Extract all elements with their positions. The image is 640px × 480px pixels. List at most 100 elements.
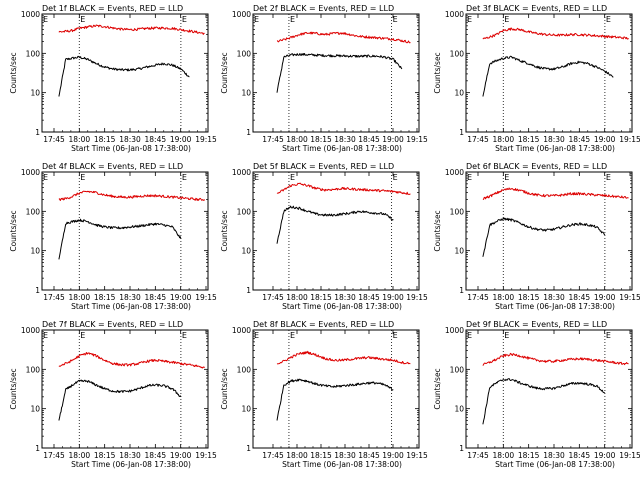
x-tick-label: 18:45 — [569, 451, 591, 460]
y-tick-label: 100 — [450, 207, 465, 216]
x-axis-label: Start Time (06-Jan-08 17:38:00) — [495, 460, 615, 469]
x-tick-label: 19:00 — [382, 135, 404, 144]
event-marker-label: E — [393, 173, 398, 182]
series-events-line — [482, 378, 606, 425]
y-tick-label: 100 — [450, 365, 465, 374]
x-tick-label: 19:15 — [406, 451, 428, 460]
x-tick-label: 18:15 — [310, 135, 332, 144]
x-tick-label: 17:45 — [43, 451, 65, 460]
plot-frame — [465, 329, 633, 449]
y-tick-label: 1000 — [232, 10, 251, 19]
series-lld-line — [58, 352, 205, 369]
y-tick-label: 1000 — [232, 168, 251, 177]
x-tick-label: 17:45 — [43, 135, 65, 144]
x-tick-label: 18:30 — [119, 135, 141, 144]
x-tick-label: 18:15 — [310, 293, 332, 302]
x-tick-label: 18:15 — [310, 451, 332, 460]
y-tick-label: 100 — [237, 365, 252, 374]
x-tick-label: 18:45 — [145, 135, 167, 144]
y-axis-label: Counts/sec — [220, 368, 229, 409]
series-lld-line — [276, 31, 411, 44]
x-axis-label: Start Time (06-Jan-08 17:38:00) — [495, 302, 615, 311]
x-tick-label: 19:00 — [170, 135, 192, 144]
plot-frame — [41, 329, 209, 449]
plot-frame — [465, 13, 633, 133]
panel-title: Det 6f BLACK = Events, RED = LLD — [466, 162, 607, 171]
series-lld-line — [482, 27, 629, 40]
y-axis-label: Counts/sec — [433, 368, 442, 409]
x-axis-label: Start Time (06-Jan-08 17:38:00) — [71, 144, 191, 153]
x-tick-label: 19:15 — [406, 135, 428, 144]
x-tick-label: 18:30 — [543, 451, 565, 460]
event-marker-label: E — [606, 173, 611, 182]
panel-title: Det 5f BLACK = Events, RED = LLD — [253, 162, 394, 171]
event-marker-label: E — [467, 331, 472, 340]
panel-title: Det 1f BLACK = Events, RED = LLD — [42, 4, 183, 13]
series-events-line — [482, 217, 606, 257]
event-marker-label: E — [80, 15, 85, 24]
plot-frame — [252, 329, 420, 449]
event-marker-label: E — [254, 331, 259, 340]
x-tick-label: 19:00 — [170, 451, 192, 460]
x-tick-label: 17:45 — [467, 135, 489, 144]
x-axis-label: Start Time (06-Jan-08 17:38:00) — [282, 302, 402, 311]
x-tick-label: 17:45 — [43, 293, 65, 302]
x-tick-label: 18:00 — [286, 293, 308, 302]
x-tick-label: 18:00 — [493, 451, 515, 460]
x-tick-label: 19:15 — [619, 135, 640, 144]
event-marker-label: E — [182, 331, 187, 340]
x-tick-label: 18:00 — [69, 135, 91, 144]
y-tick-label: 100 — [237, 49, 252, 58]
x-tick-label: 18:45 — [358, 293, 380, 302]
y-tick-label: 1000 — [232, 326, 251, 335]
panel-title: Det 7f BLACK = Events, RED = LLD — [42, 320, 183, 329]
plot-frame — [41, 13, 209, 133]
event-marker-label: E — [393, 15, 398, 24]
event-marker-label: E — [182, 15, 187, 24]
series-events-line — [58, 55, 190, 97]
x-tick-label: 19:15 — [619, 451, 640, 460]
x-tick-label: 19:00 — [594, 135, 616, 144]
x-tick-label: 18:15 — [518, 135, 540, 144]
series-lld-line — [482, 187, 629, 200]
event-marker-label: E — [393, 331, 398, 340]
y-tick-label: 10 — [30, 89, 40, 98]
event-marker-label: E — [606, 15, 611, 24]
y-tick-label: 1000 — [445, 168, 464, 177]
event-marker-label: E — [606, 331, 611, 340]
y-tick-label: 10 — [241, 247, 251, 256]
x-tick-label: 18:45 — [569, 293, 591, 302]
x-tick-label: 19:15 — [406, 293, 428, 302]
event-marker-label: E — [290, 15, 295, 24]
event-marker-label: E — [80, 331, 85, 340]
y-tick-label: 10 — [241, 89, 251, 98]
y-tick-label: 1 — [246, 286, 251, 295]
x-axis-label: Start Time (06-Jan-08 17:38:00) — [282, 144, 402, 153]
series-lld-line — [58, 190, 206, 201]
y-tick-label: 10 — [30, 405, 40, 414]
x-tick-label: 19:00 — [382, 293, 404, 302]
x-tick-label: 19:00 — [594, 451, 616, 460]
series-events-line — [276, 205, 394, 244]
x-tick-label: 17:45 — [262, 135, 284, 144]
event-marker-label: E — [182, 173, 187, 182]
series-lld-line — [58, 24, 205, 35]
x-tick-label: 19:15 — [195, 293, 217, 302]
x-tick-label: 18:15 — [94, 293, 116, 302]
series-events-line — [276, 53, 403, 93]
x-tick-label: 18:45 — [358, 451, 380, 460]
y-tick-label: 1 — [246, 444, 251, 453]
y-tick-label: 10 — [30, 247, 40, 256]
x-tick-label: 18:15 — [94, 451, 116, 460]
y-tick-label: 1000 — [445, 326, 464, 335]
x-tick-label: 18:00 — [69, 451, 91, 460]
y-tick-label: 1 — [459, 286, 464, 295]
x-tick-label: 17:45 — [262, 451, 284, 460]
x-axis-label: Start Time (06-Jan-08 17:38:00) — [71, 460, 191, 469]
